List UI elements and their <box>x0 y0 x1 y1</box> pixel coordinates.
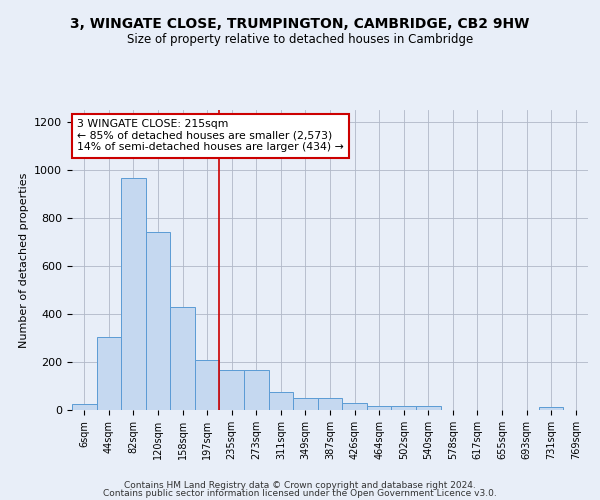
Bar <box>416 406 440 410</box>
Bar <box>72 404 97 410</box>
Text: Contains public sector information licensed under the Open Government Licence v3: Contains public sector information licen… <box>103 489 497 498</box>
Bar <box>293 398 318 410</box>
Text: Size of property relative to detached houses in Cambridge: Size of property relative to detached ho… <box>127 32 473 46</box>
Y-axis label: Number of detached properties: Number of detached properties <box>19 172 29 348</box>
Bar <box>318 398 342 410</box>
Bar <box>244 370 269 410</box>
Text: 3 WINGATE CLOSE: 215sqm
← 85% of detached houses are smaller (2,573)
14% of semi: 3 WINGATE CLOSE: 215sqm ← 85% of detache… <box>77 119 344 152</box>
Bar <box>195 360 220 410</box>
Text: Contains HM Land Registry data © Crown copyright and database right 2024.: Contains HM Land Registry data © Crown c… <box>124 480 476 490</box>
Bar <box>391 406 416 410</box>
Bar <box>269 392 293 410</box>
Bar <box>121 178 146 410</box>
Bar <box>170 307 195 410</box>
Bar <box>342 403 367 410</box>
Bar <box>367 406 391 410</box>
Text: 3, WINGATE CLOSE, TRUMPINGTON, CAMBRIDGE, CB2 9HW: 3, WINGATE CLOSE, TRUMPINGTON, CAMBRIDGE… <box>70 18 530 32</box>
Bar <box>97 337 121 410</box>
Bar <box>539 407 563 410</box>
Bar <box>146 232 170 410</box>
Bar <box>220 370 244 410</box>
